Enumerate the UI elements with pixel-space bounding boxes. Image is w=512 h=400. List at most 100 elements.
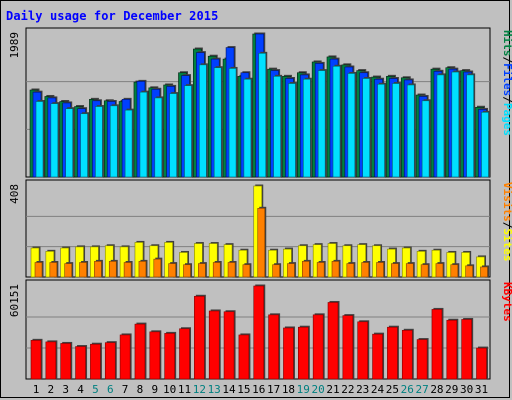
pages-bar — [139, 91, 148, 178]
kbytes-bar — [327, 302, 339, 380]
pages-bar — [169, 93, 177, 178]
x-tick-label: 2 — [48, 383, 55, 396]
x-tick-label: 6 — [107, 383, 114, 396]
kbytes-bar — [238, 334, 250, 380]
visits-bar — [242, 264, 251, 278]
pages-bar — [50, 103, 59, 178]
x-tick-label: 12 — [193, 383, 206, 396]
legend-entry: KBytes — [501, 282, 512, 322]
kbytes-bar — [119, 334, 131, 380]
pages-bar — [95, 106, 103, 178]
legend-entry: / — [501, 222, 512, 229]
x-tick-label: 15 — [237, 383, 250, 396]
kbytes-bar — [476, 347, 487, 380]
legend-entry: Visits — [501, 182, 512, 222]
visits-bar — [480, 266, 488, 278]
visits-bar — [420, 264, 429, 278]
x-tick-label: 24 — [371, 383, 385, 396]
x-tick-label: 20 — [312, 383, 325, 396]
pages-bar — [481, 111, 489, 178]
pages-bar — [406, 84, 415, 178]
kbytes-bar — [223, 311, 235, 380]
visits-bar — [123, 262, 132, 278]
pages-bar — [154, 97, 163, 178]
visits-bar — [79, 262, 87, 278]
kbytes-bar — [75, 346, 86, 380]
legend-entry: Pages — [501, 103, 512, 136]
kbytes-bar — [283, 327, 294, 380]
pages-bar — [347, 73, 356, 178]
kbytes-bar — [342, 315, 354, 380]
kbytes-bar — [30, 340, 42, 380]
x-tick-label: 1 — [33, 383, 40, 396]
pages-bar — [80, 113, 88, 178]
visits-bar — [287, 263, 295, 278]
x-tick-label: 8 — [137, 383, 144, 396]
visits-bar — [138, 261, 147, 278]
top-legend: Hits/Files/Pages — [501, 30, 512, 136]
pages-bar — [124, 109, 133, 178]
kbytes-bar — [104, 342, 116, 380]
x-tick-label: 26 — [401, 383, 414, 396]
pages-bar — [421, 100, 430, 178]
visits-bar — [257, 208, 266, 278]
pages-bar — [332, 65, 341, 178]
x-tick-label: 5 — [92, 383, 99, 396]
x-tick-label: 27 — [415, 383, 428, 396]
pages-bar — [273, 76, 281, 178]
kbytes-bar — [446, 319, 458, 380]
legend-entry: Hits — [501, 30, 512, 57]
x-tick-label: 30 — [460, 383, 473, 396]
bottom-max-label: 60151 — [8, 284, 21, 317]
kbytes-bar — [208, 310, 220, 380]
x-tick-label: 19 — [297, 383, 310, 396]
legend-entry: Sites — [501, 228, 512, 261]
kbytes-bar — [164, 333, 175, 380]
kbytes-bar — [268, 314, 279, 380]
x-tick-label: 28 — [430, 383, 443, 396]
x-tick-label: 31 — [475, 383, 488, 396]
kbytes-bar — [297, 326, 309, 380]
middle-legend: Visits/Sites — [501, 182, 512, 262]
kbytes-bar — [134, 323, 146, 380]
legend-entry: / — [501, 57, 512, 64]
pages-bar — [466, 74, 474, 178]
pages-bar — [436, 74, 445, 178]
visits-bar — [391, 263, 399, 278]
x-tick-label: 3 — [62, 383, 69, 396]
pages-bar — [288, 83, 296, 178]
visits-bar — [212, 262, 221, 278]
pages-bar — [213, 67, 222, 178]
pages-bar — [377, 83, 385, 178]
kbytes-bar — [179, 328, 190, 380]
pages-bar — [184, 85, 192, 178]
visits-bar — [272, 264, 280, 278]
x-tick-label: 11 — [178, 383, 191, 396]
kbytes-bar — [90, 343, 101, 380]
kbytes-bar — [45, 341, 57, 380]
kbytes-bar — [431, 309, 443, 380]
pages-bar — [258, 53, 267, 178]
visits-bar — [183, 264, 191, 278]
visits-bar — [34, 262, 43, 278]
x-tick-label: 9 — [151, 383, 158, 396]
visits-bar — [64, 263, 72, 278]
pages-bar — [392, 83, 400, 178]
x-tick-label: 14 — [222, 383, 236, 396]
visits-bar — [49, 262, 58, 278]
pages-bar — [243, 78, 252, 178]
visits-bar — [346, 263, 355, 278]
legend-entry: / — [501, 96, 512, 103]
pages-bar — [228, 68, 237, 178]
kbytes-bar — [149, 331, 161, 380]
x-tick-label: 21 — [326, 383, 339, 396]
pages-bar — [451, 71, 460, 178]
visits-bar — [301, 261, 310, 278]
legend-entry: Files — [501, 63, 512, 96]
pages-bar — [317, 70, 326, 178]
visits-bar — [316, 262, 325, 278]
top-max-label: 1989 — [8, 32, 21, 59]
x-tick-label: 17 — [267, 383, 280, 396]
pages-bar — [302, 78, 311, 178]
